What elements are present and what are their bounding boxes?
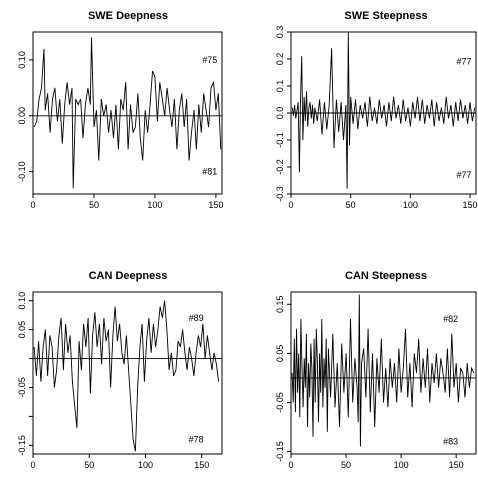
y-tick-label: -0.10 — [17, 161, 27, 182]
x-tick-label: 0 — [30, 200, 35, 210]
chart-title: SWE Steepness — [344, 10, 427, 22]
x-tick-label: 150 — [463, 200, 478, 210]
x-tick-label: 0 — [288, 200, 293, 210]
annotation-label: #78 — [189, 435, 204, 445]
y-tick-label: 0.10 — [17, 292, 27, 310]
y-tick-label: 0.1 — [275, 80, 285, 93]
series-line — [33, 37, 222, 189]
y-tick-label: 0.00 — [17, 107, 27, 125]
y-tick-label: -0.05 — [17, 377, 27, 398]
series-line — [291, 294, 475, 447]
x-tick-label: 100 — [403, 200, 418, 210]
panel-can-deepness: CAN Deepness 0 50 100 150 -0.15 -0.05 0.05 0.10… — [17, 270, 223, 470]
y-tick-label: 0.15 — [275, 296, 285, 314]
x-tick-label: 50 — [84, 460, 94, 470]
annotation-label: #77 — [457, 170, 472, 180]
x-tick-label: 50 — [341, 460, 351, 470]
chart-title: CAN Deepness — [89, 270, 168, 282]
panel-swe-steepness: SWE Steepness 0 50 100 150 -0.3 -0.2 -0.1 0.0 0.… — [275, 10, 478, 210]
chart-title: CAN Steepness — [345, 270, 427, 282]
y-tick-label: 0.0 — [275, 107, 285, 120]
x-tick-label: 150 — [449, 460, 464, 470]
y-tick-label: -0.2 — [275, 159, 285, 175]
y-tick-label: -0.3 — [275, 186, 285, 202]
annotation-label: #83 — [443, 437, 458, 447]
y-tick-label: -0.15 — [17, 435, 27, 456]
y-tick-label: 0.05 — [17, 321, 27, 339]
annotation-label: #75 — [202, 55, 217, 65]
x-tick-label: 0 — [288, 460, 293, 470]
series-line — [291, 31, 476, 189]
y-tick-label: 0.2 — [275, 53, 285, 66]
x-tick-label: 100 — [147, 200, 162, 210]
panel-can-steepness: CAN Steepness 0 50 100 150 -0.15 -0.05 0.05 0.1… — [275, 270, 477, 470]
x-tick-label: 100 — [138, 460, 153, 470]
y-tick-label: 0.3 — [275, 26, 285, 39]
y-tick-label: -0.05 — [275, 392, 285, 413]
panel-swe-deepness: SWE Deepness 0 50 100 150 -0.10 0.00 0.10 #75 #8… — [17, 10, 223, 210]
annotation-label: #77 — [457, 57, 472, 67]
x-tick-label: 50 — [346, 200, 356, 210]
x-tick-label: 150 — [208, 200, 223, 210]
series-line — [33, 300, 220, 452]
plot-frame — [290, 291, 477, 455]
plot-frame — [32, 291, 223, 455]
x-tick-label: 0 — [30, 460, 35, 470]
y-tick-label: 0.05 — [275, 345, 285, 363]
y-tick-label: -0.1 — [275, 132, 285, 148]
annotation-label: #82 — [443, 314, 458, 324]
plot-frame — [32, 31, 223, 195]
y-tick-label: -0.15 — [275, 441, 285, 462]
x-tick-label: 100 — [394, 460, 409, 470]
annotation-label: #89 — [189, 313, 204, 323]
y-tick-label: 0.10 — [17, 51, 27, 69]
x-tick-label: 150 — [194, 460, 209, 470]
annotation-label: #81 — [202, 167, 217, 177]
x-tick-label: 50 — [89, 200, 99, 210]
chart-title: SWE Deepness — [88, 10, 168, 22]
